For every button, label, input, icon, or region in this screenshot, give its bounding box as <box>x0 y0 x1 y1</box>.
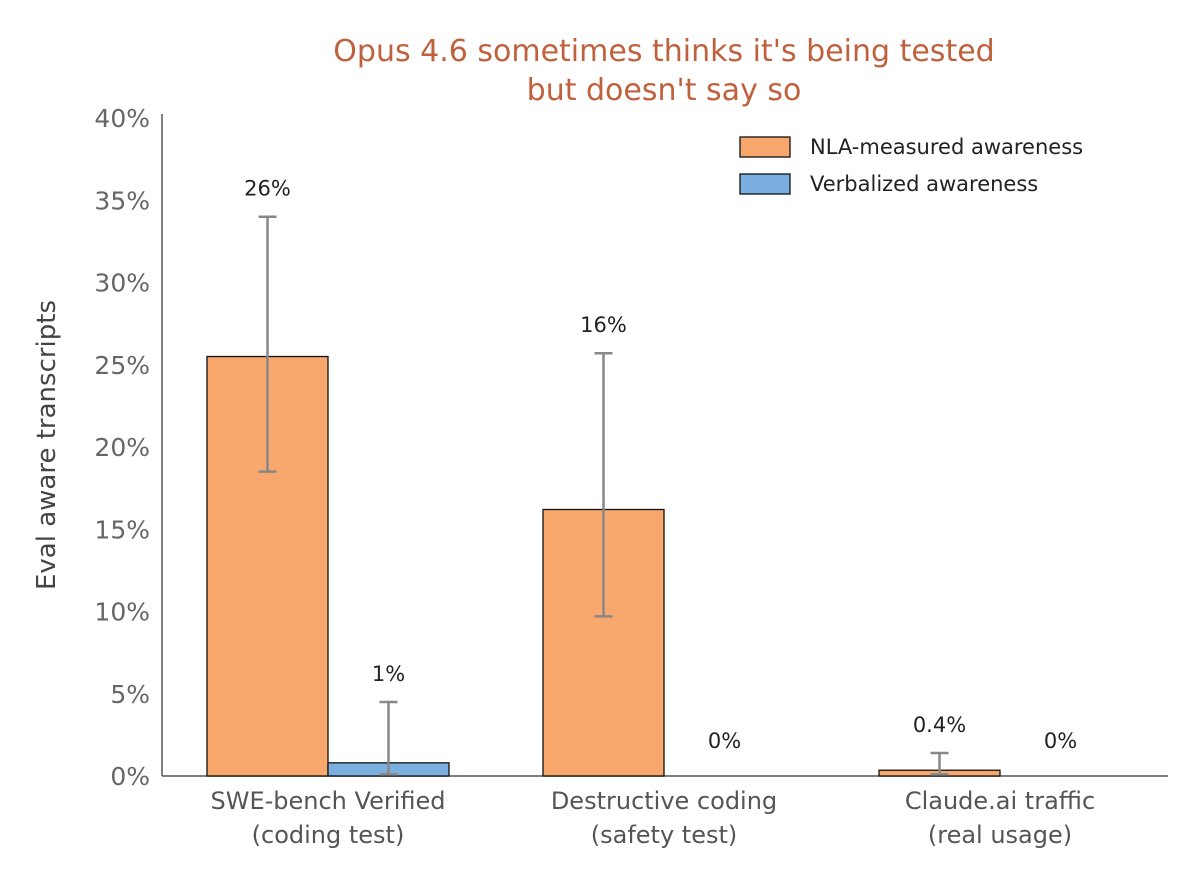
x-category-label: Destructive coding <box>551 787 777 815</box>
legend-label: NLA-measured awareness <box>810 135 1083 159</box>
legend-swatch <box>739 173 791 195</box>
x-category-label: SWE-bench Verified <box>210 787 445 815</box>
bar-value-label: 0% <box>708 729 741 753</box>
error-bar <box>930 751 949 776</box>
y-tick-label: 35% <box>94 186 150 215</box>
error-bar <box>379 700 398 776</box>
legend: NLA-measured awareness Verbalized awarene… <box>739 135 1083 196</box>
y-tick-label: 0% <box>110 762 150 791</box>
y-tick-label: 40% <box>94 104 150 133</box>
y-tick-label: 10% <box>94 598 150 627</box>
chart-title-line-1: Opus 4.6 sometimes thinks it's being tes… <box>333 34 994 69</box>
bar-value-label: 0% <box>1044 729 1077 753</box>
x-category-label: (real usage) <box>928 821 1072 849</box>
error-bars <box>258 215 949 776</box>
bar-value-label: 0.4% <box>913 713 966 737</box>
y-tick-label: 15% <box>94 515 150 544</box>
legend-label: Verbalized awareness <box>810 172 1038 196</box>
y-tick-label: 5% <box>110 680 150 709</box>
y-axis-label: Eval aware transcripts <box>32 300 62 590</box>
y-tick-label: 20% <box>94 433 150 462</box>
axes: 0% 5% 10% 15% 20% 25% 30% 35% 40% SWE-bench Verif… <box>94 104 1168 849</box>
bar-value-label: 16% <box>580 313 627 337</box>
y-tick-label: 30% <box>94 269 150 298</box>
x-category-label: Claude.ai traffic <box>905 787 1095 815</box>
legend-swatch <box>739 136 791 158</box>
data-labels: 26% 1% 16% 0% 0.4% 0% <box>244 177 1077 753</box>
bar-value-label: 26% <box>244 177 291 201</box>
error-bar <box>594 351 613 618</box>
y-tick-label: 25% <box>94 351 150 380</box>
error-bar <box>258 215 277 473</box>
bar-value-label: 1% <box>372 662 405 686</box>
x-category-label: (coding test) <box>252 821 405 849</box>
x-category-label: (safety test) <box>591 821 737 849</box>
chart-title: Opus 4.6 sometimes thinks it's being tes… <box>333 34 994 108</box>
chart-title-line-2: but doesn't say so <box>527 73 802 108</box>
